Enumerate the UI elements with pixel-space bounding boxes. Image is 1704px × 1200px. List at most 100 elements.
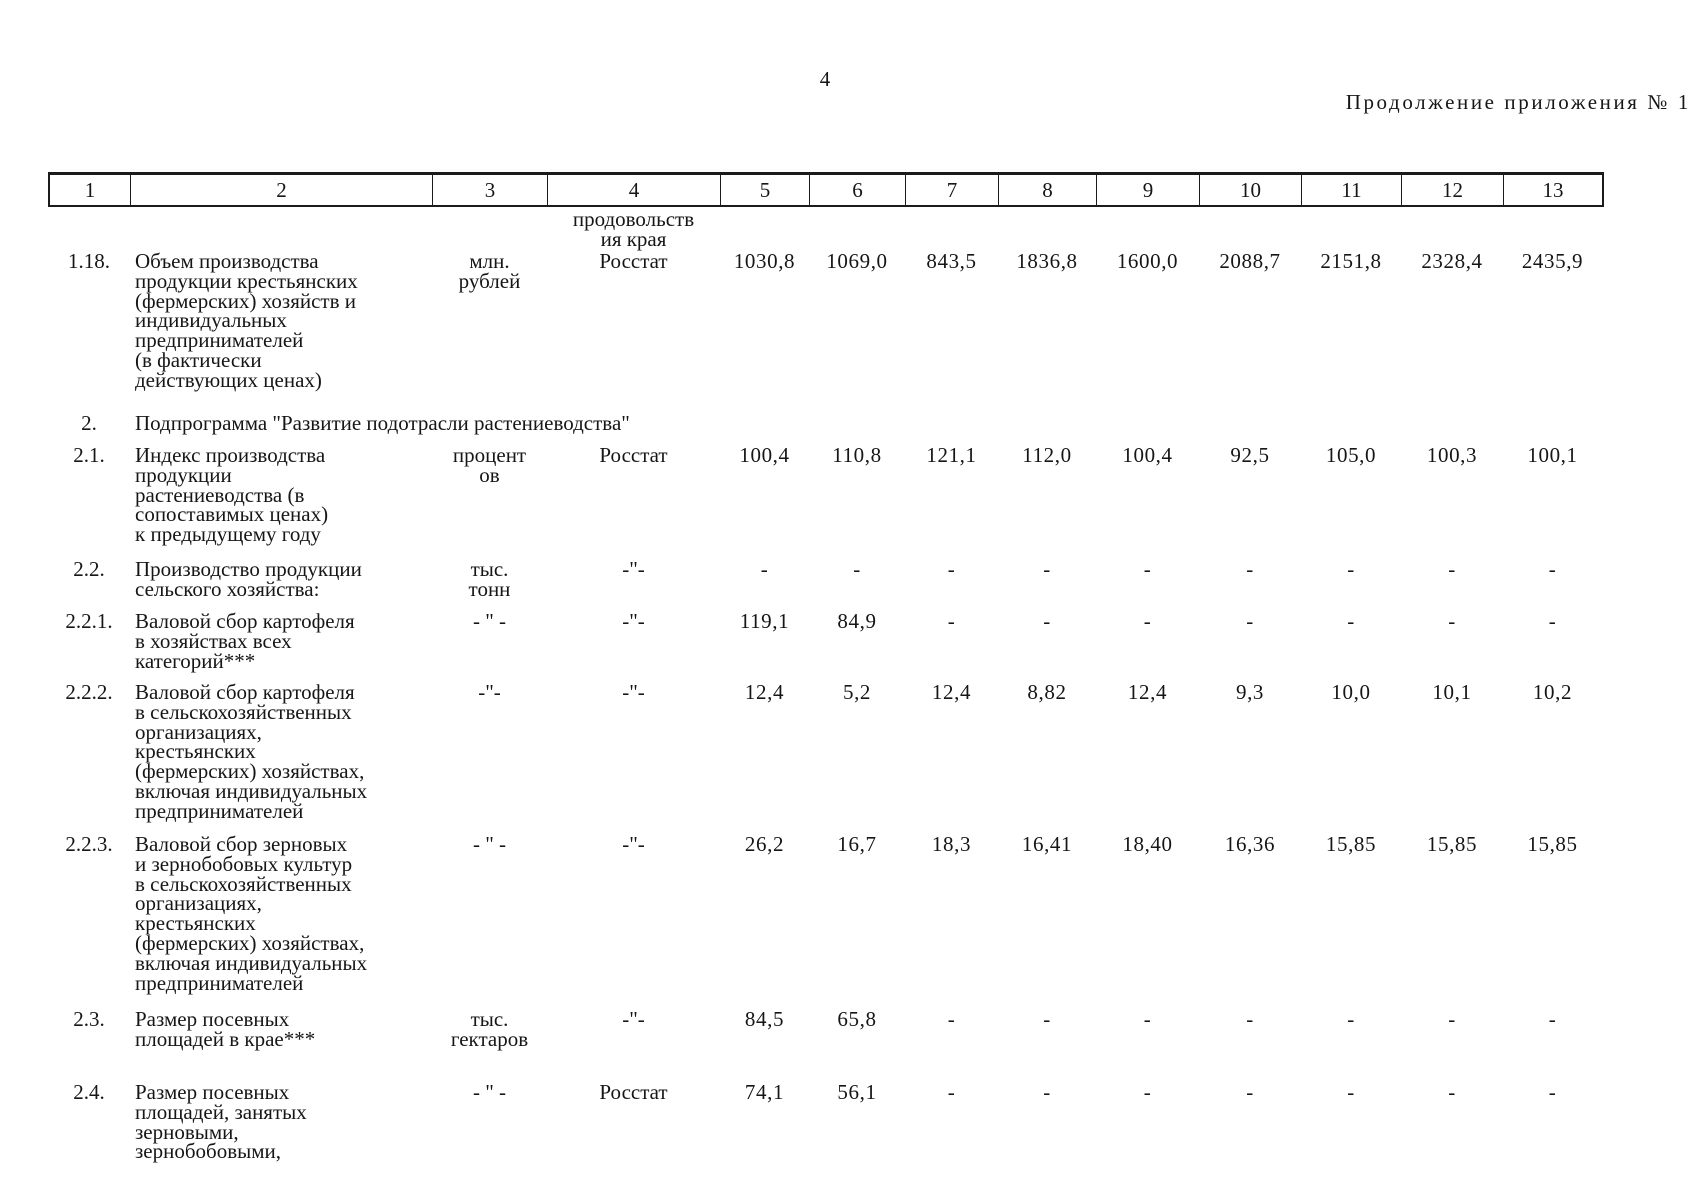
value-cell: - [1448,1080,1456,1104]
value-cell: 100,3 [1426,443,1478,467]
value-cell: 10,2 [1532,680,1573,704]
unit-cell: процент ов [452,443,527,487]
column-header-12: 12 [1401,175,1503,205]
unit-cell: - " - [472,1080,507,1104]
value-cell: - [1347,609,1355,633]
value-cell: 12,4 [744,680,785,704]
value-cell: 1069,0 [826,249,888,273]
value-cell: - [1548,1007,1557,1031]
unit-cell: тыс. тонн [468,557,511,601]
source-cell: -"- [622,680,645,704]
source-cell: Росстат [599,1080,668,1104]
indicator-name-cell: Размер посевных площадей, занятых зернов… [135,1080,307,1164]
value-cell: 119,1 [739,609,790,633]
value-cell: 74,1 [744,1080,785,1104]
value-cell: 843,5 [926,249,977,273]
value-cell: - [1043,1080,1051,1104]
column-header-4: 4 [547,175,720,205]
table-row: 2.2.1. Валовой сбор картофеля в хозяйства… [48,609,1602,673]
row-number-cell: 1.18. [68,249,110,273]
value-cell: - [1246,1007,1254,1031]
value-cell: 92,5 [1230,443,1270,467]
value-cell: 16,41 [1021,832,1073,856]
value-cell: - [1043,609,1051,633]
indicator-name-cell: Валовой сбор картофеля в сельскохозяйств… [135,680,368,823]
value-cell: - [947,1080,956,1104]
table-row: 2.4. Размер посевных площадей, занятых зе… [48,1080,1602,1164]
column-header-8: 8 [998,175,1096,205]
value-cell: 100,4 [739,443,790,467]
value-cell: 10,1 [1432,680,1472,704]
value-cell: - [1246,557,1254,581]
unit-cell: - " - [472,832,507,856]
section-title-cell: Подпрограмма "Развитие подотрасли растен… [135,411,630,435]
unit-cell: -"- [478,680,501,704]
value-cell: 15,85 [1426,832,1478,856]
value-cell: - [1347,1007,1355,1031]
indicator-name-cell: Размер посевных площадей в крае*** [135,1007,316,1051]
column-header-7: 7 [905,175,998,205]
column-header-9: 9 [1096,175,1199,205]
column-header-1: 1 [84,178,96,202]
value-cell: - [1548,557,1557,581]
column-header-10: 10 [1199,175,1301,205]
table-row: 2.1. Индекс производства продукции растен… [48,443,1602,547]
page-number: 4 [819,67,831,91]
value-cell: - [1448,557,1456,581]
value-cell: 1600,0 [1116,249,1179,273]
value-cell: 56,1 [837,1080,877,1104]
value-cell: - [1347,557,1355,581]
row-number-cell: 2. [81,411,97,435]
value-cell: - [1448,1007,1456,1031]
column-header-2: 2 [130,175,432,205]
table-row: 2. Подпрограмма "Развитие подотрасли раст… [48,411,1602,435]
row-number-cell: 2.2.1. [65,609,113,633]
row-number-cell: 2.2.2. [65,680,113,704]
value-cell: 105,0 [1325,443,1377,467]
indicator-name-cell: Валовой сбор картофеля в хозяйствах всех… [135,609,355,673]
source-cell: -"- [622,832,645,856]
value-cell: 16,7 [837,832,877,856]
value-cell: 12,4 [1127,680,1168,704]
value-cell: - [947,1007,956,1031]
column-header-13: 13 [1503,175,1602,205]
unit-cell: тыс. гектаров [450,1007,529,1051]
value-cell: 100,1 [1527,443,1578,467]
value-cell: - [1448,609,1456,633]
column4-header-carryover: продовольств ия края [572,207,695,251]
value-cell: - [947,557,956,581]
value-cell: - [1143,1007,1152,1031]
value-cell: - [1143,1080,1152,1104]
value-cell: - [947,609,956,633]
value-cell: 18,40 [1122,832,1173,856]
value-cell: 26,2 [744,832,785,856]
row-number-cell: 2.1. [73,443,105,467]
value-cell: 112,0 [1022,443,1072,467]
value-cell: 2151,8 [1320,249,1382,273]
value-cell: - [760,557,769,581]
indicator-name-cell: Индекс производства продукции растениево… [135,443,329,547]
value-cell: 12,4 [931,680,972,704]
value-cell: 5,2 [842,680,872,704]
value-cell: 1030,8 [733,249,796,273]
appendix-continuation-label: Продолжение приложения № 1 [1345,90,1691,114]
value-cell: - [1143,557,1152,581]
value-cell: - [853,557,861,581]
value-cell: - [1246,609,1254,633]
indicator-name-cell: Производство продукции сельского хозяйст… [135,557,362,601]
column-header-11: 11 [1301,175,1401,205]
value-cell: 10,0 [1331,680,1371,704]
value-cell: 2435,9 [1521,249,1584,273]
indicator-name-cell: Валовой сбор зерновых и зернобобовых кул… [135,832,368,995]
source-cell: -"- [622,557,645,581]
table-row: 2.3. Размер посевных площадей в крае*** ты… [48,1007,1602,1051]
column-header-5: 5 [720,175,809,205]
value-cell: - [1143,609,1152,633]
column-header-6: 6 [809,175,905,205]
value-cell: 9,3 [1235,680,1265,704]
table-row: 2.2.3. Валовой сбор зерновых и зернобобов… [48,832,1602,995]
unit-cell: млн. рублей [458,249,521,293]
value-cell: 84,5 [744,1007,785,1031]
value-cell: 2328,4 [1421,249,1483,273]
